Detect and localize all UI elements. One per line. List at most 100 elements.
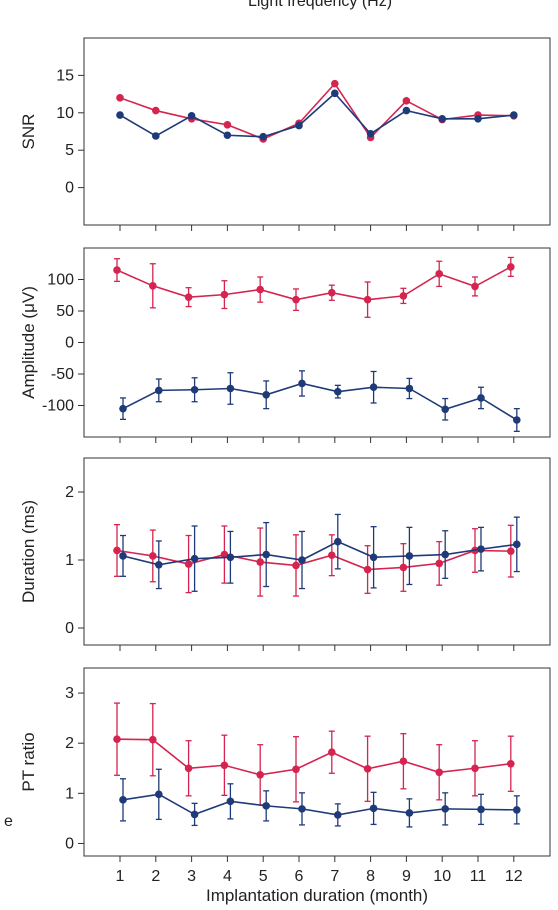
data-point <box>295 121 303 130</box>
x-axis-title: Implantation duration (month) <box>206 886 428 905</box>
y-tick-label: 10 <box>56 105 74 122</box>
series-red <box>116 79 518 143</box>
x-tick-label: 4 <box>223 868 232 885</box>
data-point <box>405 552 414 560</box>
data-point <box>513 540 521 549</box>
data-point <box>187 111 196 120</box>
side-text: e <box>4 813 13 830</box>
data-point <box>116 111 124 119</box>
panel-1: 0 5 10 15 SNR <box>19 37 551 231</box>
data-point <box>474 114 482 123</box>
data-point <box>292 295 300 304</box>
data-point <box>513 806 521 814</box>
y-tick-label: 3 <box>65 685 74 702</box>
data-point <box>220 290 229 299</box>
x-tick-label: 9 <box>402 868 411 885</box>
x-tick-label: 11 <box>470 868 487 885</box>
x-tick-label: 5 <box>259 868 268 885</box>
series-line <box>116 738 511 776</box>
series-line <box>116 266 512 301</box>
data-point <box>328 288 336 297</box>
data-point <box>363 565 372 574</box>
data-point <box>435 270 444 278</box>
data-point <box>402 106 411 115</box>
data-point <box>369 553 378 562</box>
y-tick-label: 2 <box>65 735 74 752</box>
x-tick-label: 2 <box>151 868 160 885</box>
data-point <box>513 416 521 424</box>
x-tick-label: 1 <box>116 868 125 885</box>
data-point <box>226 797 235 806</box>
data-point <box>363 764 372 773</box>
data-point <box>471 282 479 291</box>
data-point <box>262 802 271 810</box>
data-point <box>334 537 342 546</box>
data-point <box>116 94 124 102</box>
data-point <box>149 552 157 560</box>
data-point <box>152 106 160 115</box>
data-point <box>256 558 265 566</box>
series-blue <box>119 768 521 828</box>
y-tick-label: 5 <box>65 142 74 159</box>
data-point <box>399 757 408 766</box>
data-point <box>402 97 411 105</box>
data-point <box>155 386 163 395</box>
data-point <box>331 79 339 88</box>
series-blue <box>119 513 521 592</box>
data-point <box>119 552 127 560</box>
y-tick-label: 50 <box>56 303 74 320</box>
data-point <box>149 735 157 744</box>
data-point <box>119 404 127 413</box>
data-point <box>184 560 193 568</box>
data-point <box>113 546 121 555</box>
series-red <box>113 523 515 597</box>
y-tick-label: 0 <box>65 620 74 637</box>
y-tick-label: -50 <box>51 366 74 383</box>
data-point <box>155 560 163 569</box>
data-point <box>256 770 265 779</box>
data-point <box>292 561 300 570</box>
data-point <box>435 768 444 777</box>
data-point <box>510 111 518 119</box>
y-tick-label: 0 <box>65 835 74 852</box>
data-point <box>190 810 199 819</box>
plot-frame <box>83 37 551 226</box>
data-point <box>334 387 342 396</box>
data-point <box>262 390 271 399</box>
data-point <box>471 764 479 773</box>
x-tick-label: 12 <box>505 868 523 885</box>
data-point <box>477 545 485 553</box>
series-blue <box>119 370 521 432</box>
data-point <box>298 556 306 564</box>
x-tick-label: 6 <box>295 868 304 885</box>
data-point <box>331 89 339 98</box>
data-point <box>435 559 444 568</box>
data-point <box>328 551 336 560</box>
series-line <box>122 793 517 816</box>
series-line <box>119 82 514 140</box>
data-point <box>292 765 300 774</box>
y-axis-title: Amplitude (μV) <box>19 286 38 399</box>
header-text: Light frequency (Hz) <box>248 0 392 10</box>
panel-3: 0 1 2 Duration (ms) <box>19 457 551 651</box>
y-tick-label: 1 <box>65 785 74 802</box>
series-blue <box>116 89 518 141</box>
x-tick-label: 8 <box>366 868 375 885</box>
data-point <box>438 114 447 123</box>
y-tick-label: 1 <box>65 552 74 569</box>
data-point <box>477 805 485 814</box>
y-tick-label: 0 <box>65 180 74 197</box>
data-point <box>441 550 450 559</box>
data-point <box>226 384 235 393</box>
plot-frame <box>83 457 551 646</box>
x-tick-label: 7 <box>330 868 339 885</box>
data-point <box>507 263 515 271</box>
data-point <box>477 394 485 402</box>
data-point <box>220 761 229 770</box>
data-point <box>259 132 268 141</box>
data-point <box>369 383 378 392</box>
data-point <box>366 129 375 138</box>
